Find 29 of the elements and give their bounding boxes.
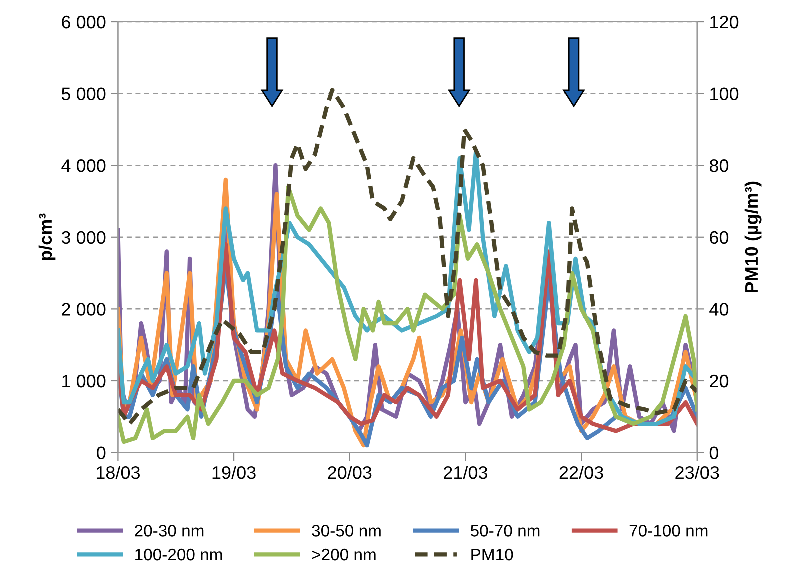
x-tick-label: 18/03 — [96, 466, 140, 480]
x-tick-label: 19/03 — [212, 466, 256, 480]
y-tick-label: 0 — [97, 446, 106, 460]
y2-tick-label: 100 — [710, 88, 739, 101]
y-tick-label: 6 000 — [62, 16, 106, 29]
y2-tick-label: 60 — [710, 231, 729, 244]
y-tick-label: 2 000 — [62, 303, 106, 316]
x-tick-label: 22/03 — [560, 466, 604, 480]
x-tick-label: 23/03 — [676, 466, 720, 480]
legend-label: 50-70 nm — [470, 525, 540, 537]
y2-axis-title: PM10 (µg/m³) — [744, 182, 762, 293]
y2-tick-label: 120 — [710, 16, 739, 29]
legend-label: PM10 — [472, 548, 514, 561]
y-tick-label: 4 000 — [62, 160, 106, 172]
y2-tick-label: 20 — [710, 374, 729, 388]
legend-label: 70-100 nm — [630, 525, 708, 537]
y2-tick-label: 40 — [710, 303, 729, 316]
y-tick-label: 5 000 — [62, 88, 106, 101]
legend-label: 100-200 nm — [136, 548, 222, 561]
y-tick-label: 1 000 — [62, 374, 106, 388]
x-tick-label: 20/03 — [328, 466, 372, 480]
legend-label: 30-50 nm — [312, 525, 381, 537]
legend-label: >200 nm — [312, 548, 376, 561]
y2-tick-label: 80 — [710, 160, 729, 172]
legend-label: 20-30 nm — [135, 525, 204, 537]
y2-tick-label: 0 — [710, 446, 719, 460]
y-tick-label: 3 000 — [62, 231, 106, 244]
x-tick-label: 21/03 — [444, 466, 488, 480]
y-axis-title: p/cm³ — [38, 214, 56, 260]
